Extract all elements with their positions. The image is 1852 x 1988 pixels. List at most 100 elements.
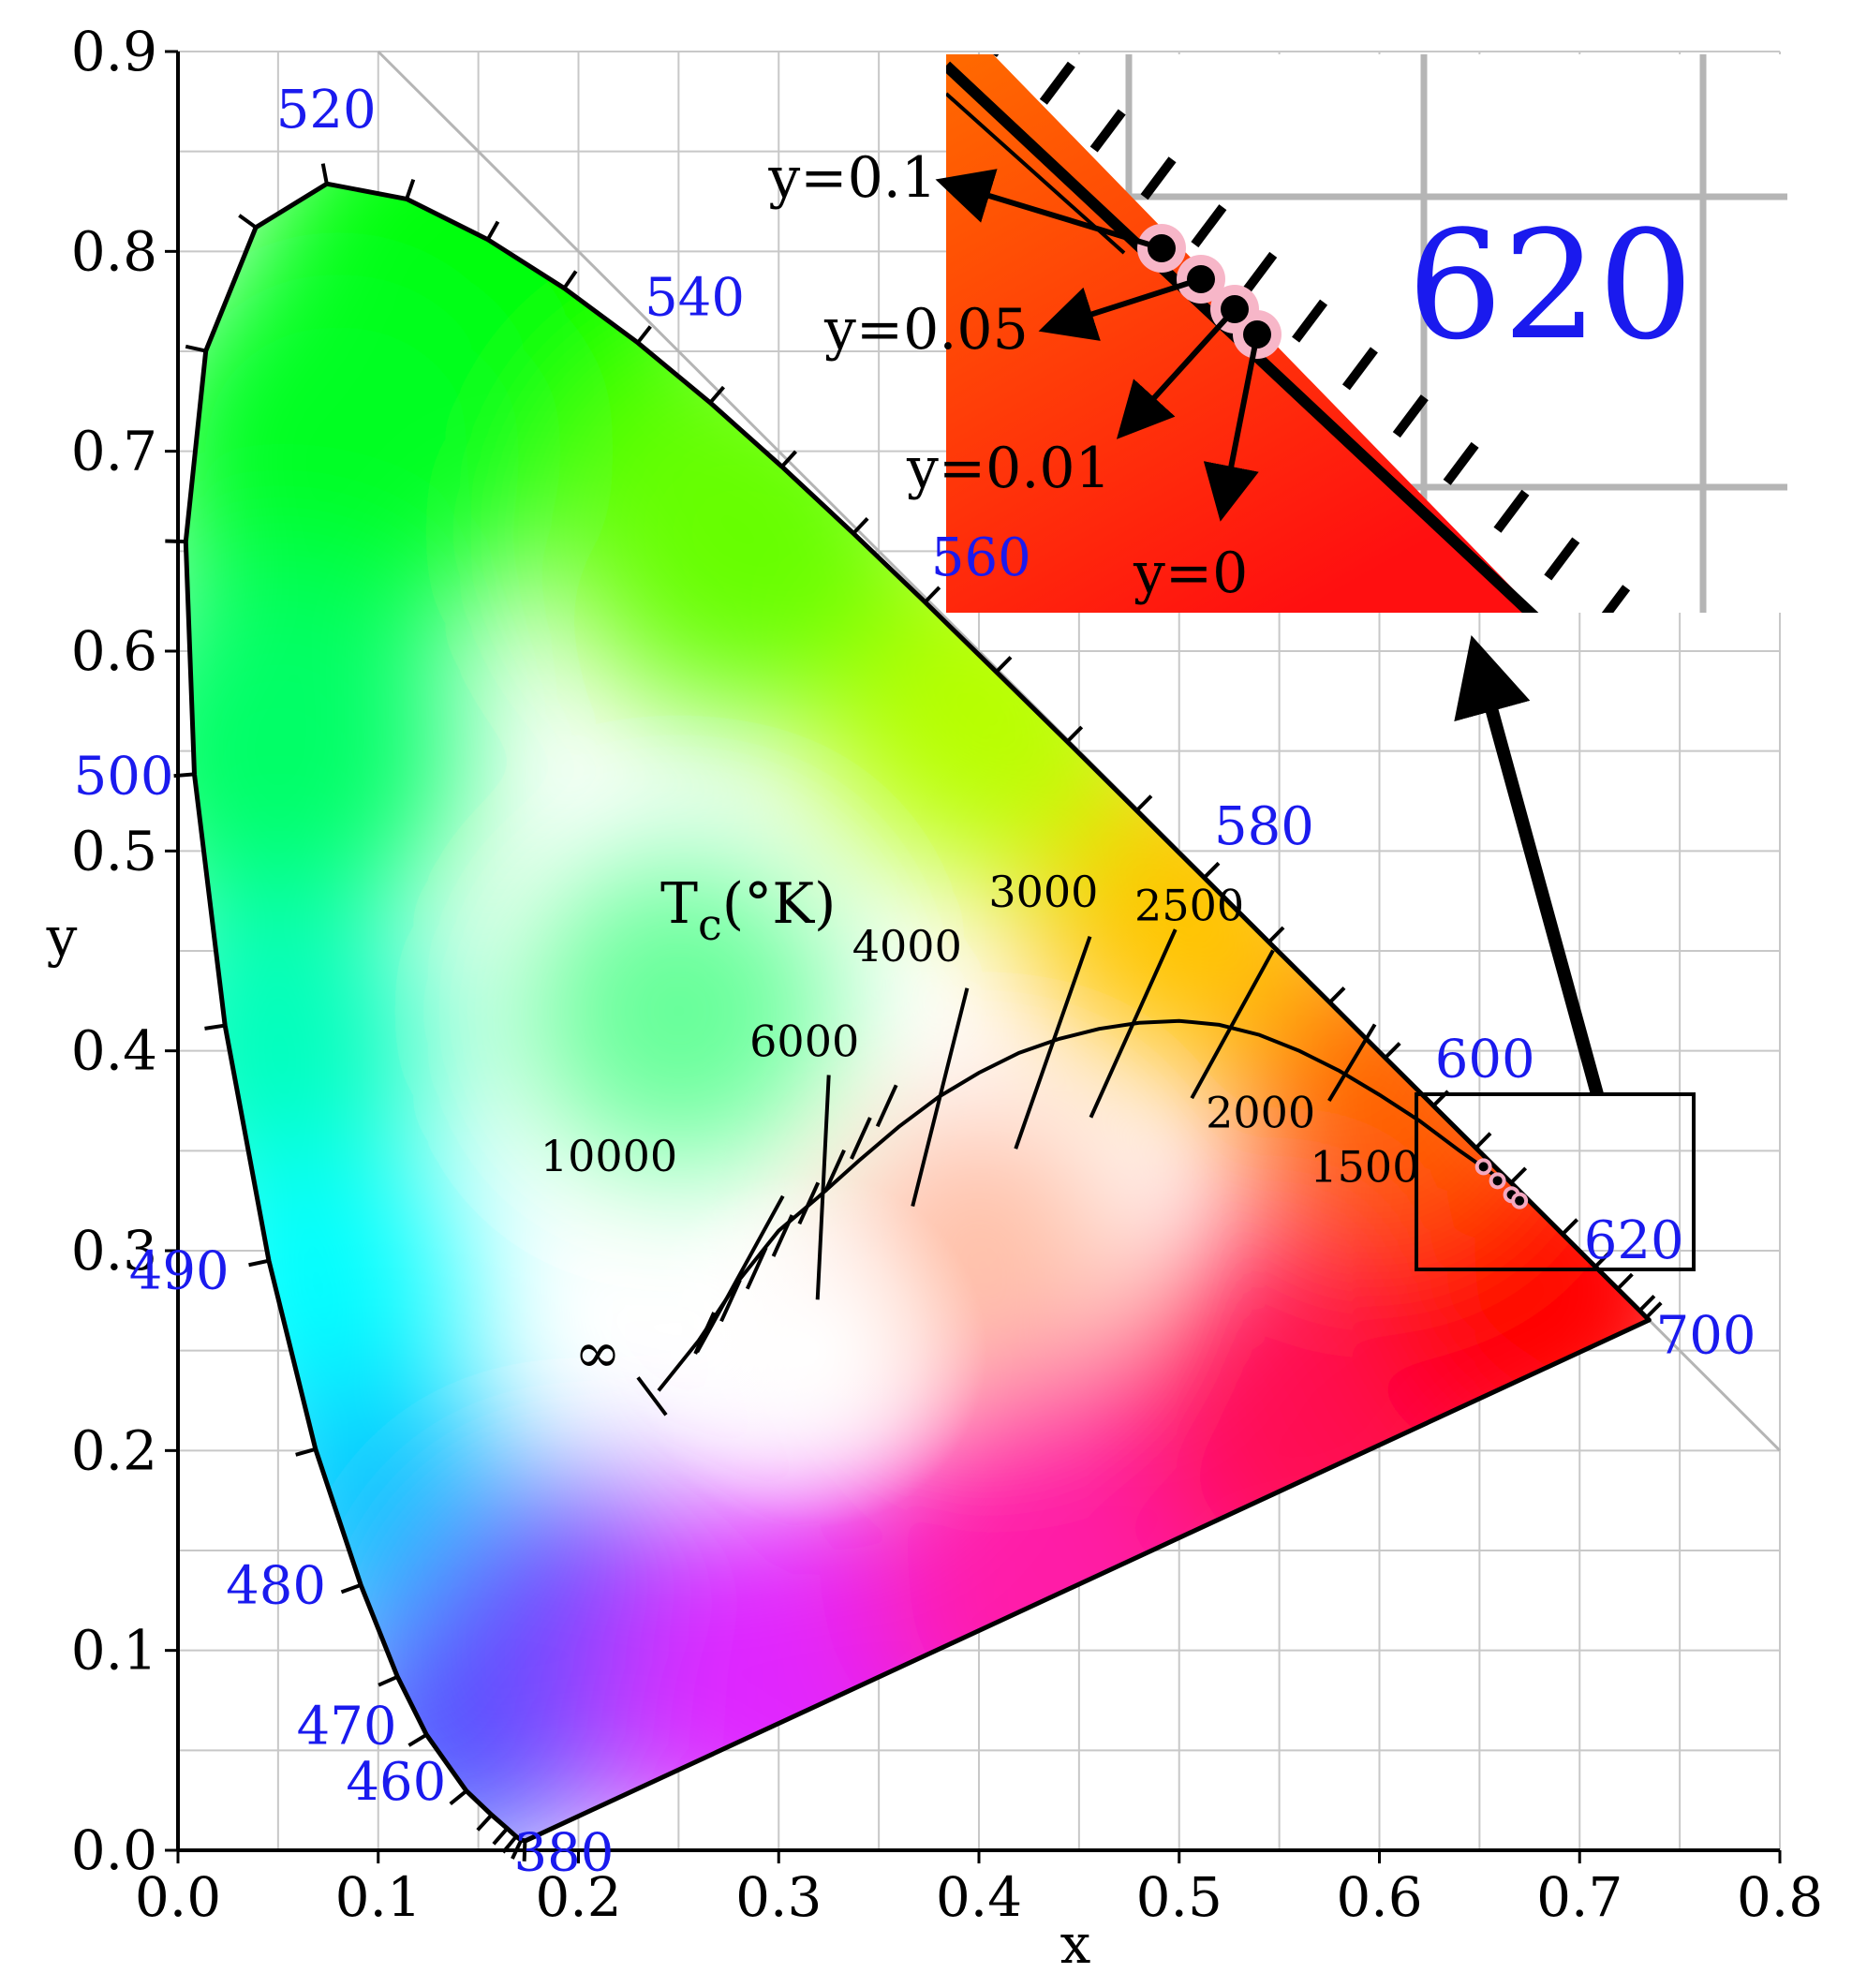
wavelength-label-480: 480: [226, 1555, 326, 1616]
inset-callout-arrow: [1116, 306, 1237, 439]
y-tick-label: 0.1: [71, 1619, 157, 1683]
wavelength-label-580: 580: [1214, 796, 1314, 857]
axes: 0.0 0.1 0.2 0.3 0.4 0.5 0.6 0.7 0.8 0.0 0.1 0.2 0.3 0…: [46, 20, 1824, 1976]
wavelength-tick: [1561, 1218, 1579, 1236]
isotherm-10000: [695, 1194, 785, 1354]
wavelength-tick: [852, 516, 869, 535]
wavelength-label-380: 380: [513, 1822, 614, 1883]
wavelength-label-560: 560: [931, 527, 1031, 588]
planck-minor-tick: [745, 1246, 768, 1290]
wavelength-tick: [501, 1835, 518, 1854]
infinity-cap: [636, 1376, 668, 1417]
inset-tick: [1241, 251, 1278, 295]
wavelength-tick: [522, 1840, 527, 1862]
wavelength-tick: [407, 1732, 428, 1747]
wavelength-tick: [405, 178, 416, 200]
x-tick-label: 0.4: [936, 1865, 1022, 1929]
x-tick-label: 0.2: [535, 1865, 621, 1929]
y-tick-label: 0.3: [71, 1219, 157, 1283]
wavelength-label-460: 460: [346, 1752, 446, 1813]
x-tick-label: 0.1: [335, 1865, 422, 1929]
y-tick-label: 0.9: [71, 20, 157, 83]
wavelength-tick: [1267, 926, 1285, 944]
tc-T: T: [660, 871, 698, 937]
wavelength-tick: [320, 163, 329, 185]
inset-panel: 620: [946, 54, 1787, 673]
wavelength-tick: [636, 325, 652, 345]
gamut-blob: [551, 344, 926, 719]
x-tick-label: 0.8: [1737, 1865, 1823, 1929]
inset-callout-arrow: [1038, 276, 1202, 341]
wavelength-tick: [1384, 1042, 1401, 1060]
inset-tick: [1443, 441, 1479, 485]
y-tick-label: 0.8: [71, 219, 157, 283]
planckian-title: Tc(°K): [660, 871, 836, 950]
wavelength-tick: [492, 1827, 509, 1846]
wavelength-tick: [378, 1674, 399, 1687]
inset-tick: [1089, 109, 1126, 153]
inset-callout-label: y=0.05: [823, 297, 1029, 363]
inset-callout-arrow: [1203, 334, 1260, 522]
wavelength-tick: [1474, 1132, 1492, 1150]
inset-tick: [1191, 204, 1227, 248]
isotherm-label-3000: 3000: [988, 867, 1098, 917]
wavelength-label-490: 490: [129, 1241, 230, 1302]
wavelength-tick: [485, 220, 500, 241]
main-point: [1478, 1162, 1489, 1172]
x-tick-label: 0.6: [1336, 1865, 1422, 1929]
wavelength-label-540: 540: [644, 267, 745, 328]
wavelength-tick: [449, 1789, 468, 1806]
wavelength-label-620: 620: [1584, 1210, 1684, 1271]
y-tick-label: 0.4: [71, 1019, 157, 1083]
wavelength-tick: [1645, 1301, 1663, 1319]
wavelength-tick: [1065, 725, 1084, 744]
wavelength-tick: [924, 586, 941, 604]
inset-callout-arrow: [935, 169, 1163, 251]
wavelength-tick: [1203, 861, 1221, 880]
y-tick-label: 0.6: [71, 619, 157, 683]
wavelength-tick: [511, 1839, 524, 1860]
inset-tick: [1292, 299, 1328, 343]
inset-callout-label: y=0.1: [767, 145, 937, 211]
wavelength-label-500: 500: [74, 746, 174, 807]
white-point-glow: [630, 1172, 987, 1529]
main-point: [1492, 1176, 1503, 1186]
spectral-locus-layer: [165, 163, 1663, 1862]
infinity-label: ∞: [574, 1320, 621, 1386]
isotherm-2000: [1190, 949, 1275, 1100]
inset-tick: [1341, 347, 1378, 391]
planck-minor-tick: [719, 1279, 742, 1323]
wavelength-tick: [780, 450, 797, 468]
planck-minor-tick: [797, 1181, 821, 1225]
wavelength-label-470: 470: [297, 1696, 397, 1757]
isotherm-label-10000: 10000: [541, 1131, 677, 1181]
isotherm-6000: [815, 1075, 831, 1300]
wavelength-tick: [1509, 1166, 1528, 1184]
planck-minor-tick: [771, 1214, 794, 1257]
inset-tick: [1039, 61, 1075, 105]
wavelength-tick: [340, 1583, 362, 1595]
wavelength-label-700: 700: [1656, 1306, 1756, 1367]
wavelength-tick: [476, 1813, 494, 1832]
wavelength-tick: [995, 656, 1013, 674]
wavelength-label-520: 520: [276, 80, 377, 141]
wavelength-label-600: 600: [1435, 1029, 1535, 1090]
gamut-blob: [519, 852, 838, 1170]
inset-zoom: 620 y=0.1 y=0.05 y=0.01 y=0: [767, 54, 1787, 1271]
x-tick-label: 0.7: [1536, 1865, 1622, 1929]
inset-tick: [1649, 635, 1677, 673]
x-axis-label: x: [1060, 1912, 1091, 1976]
main-point: [1515, 1195, 1525, 1206]
tc-sub: c: [698, 899, 722, 950]
wavelength-tick: [1135, 794, 1153, 812]
planckian-locus: [657, 1018, 1501, 1392]
gamut-blob: [185, 245, 544, 658]
planck-minor-tick: [850, 1117, 872, 1160]
y-tick-label: 0.5: [71, 819, 157, 883]
isotherm-label-1500: 1500: [1310, 1141, 1419, 1192]
tc-unit: (°K): [722, 871, 837, 937]
inset-callout-label: y=0: [1133, 541, 1248, 606]
